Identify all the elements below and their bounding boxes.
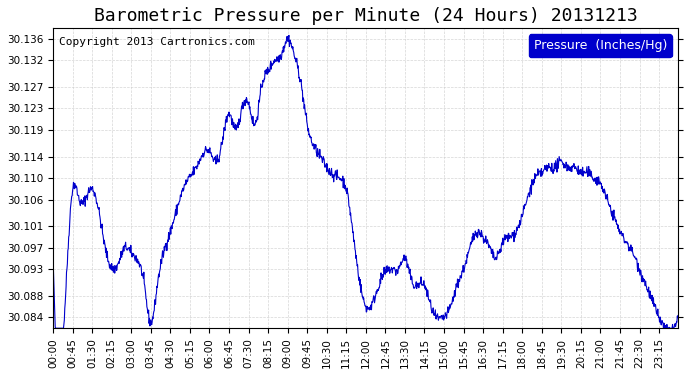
Title: Barometric Pressure per Minute (24 Hours) 20131213: Barometric Pressure per Minute (24 Hours… (94, 7, 638, 25)
Legend: Pressure  (Inches/Hg): Pressure (Inches/Hg) (529, 34, 672, 57)
Text: Copyright 2013 Cartronics.com: Copyright 2013 Cartronics.com (59, 37, 255, 47)
